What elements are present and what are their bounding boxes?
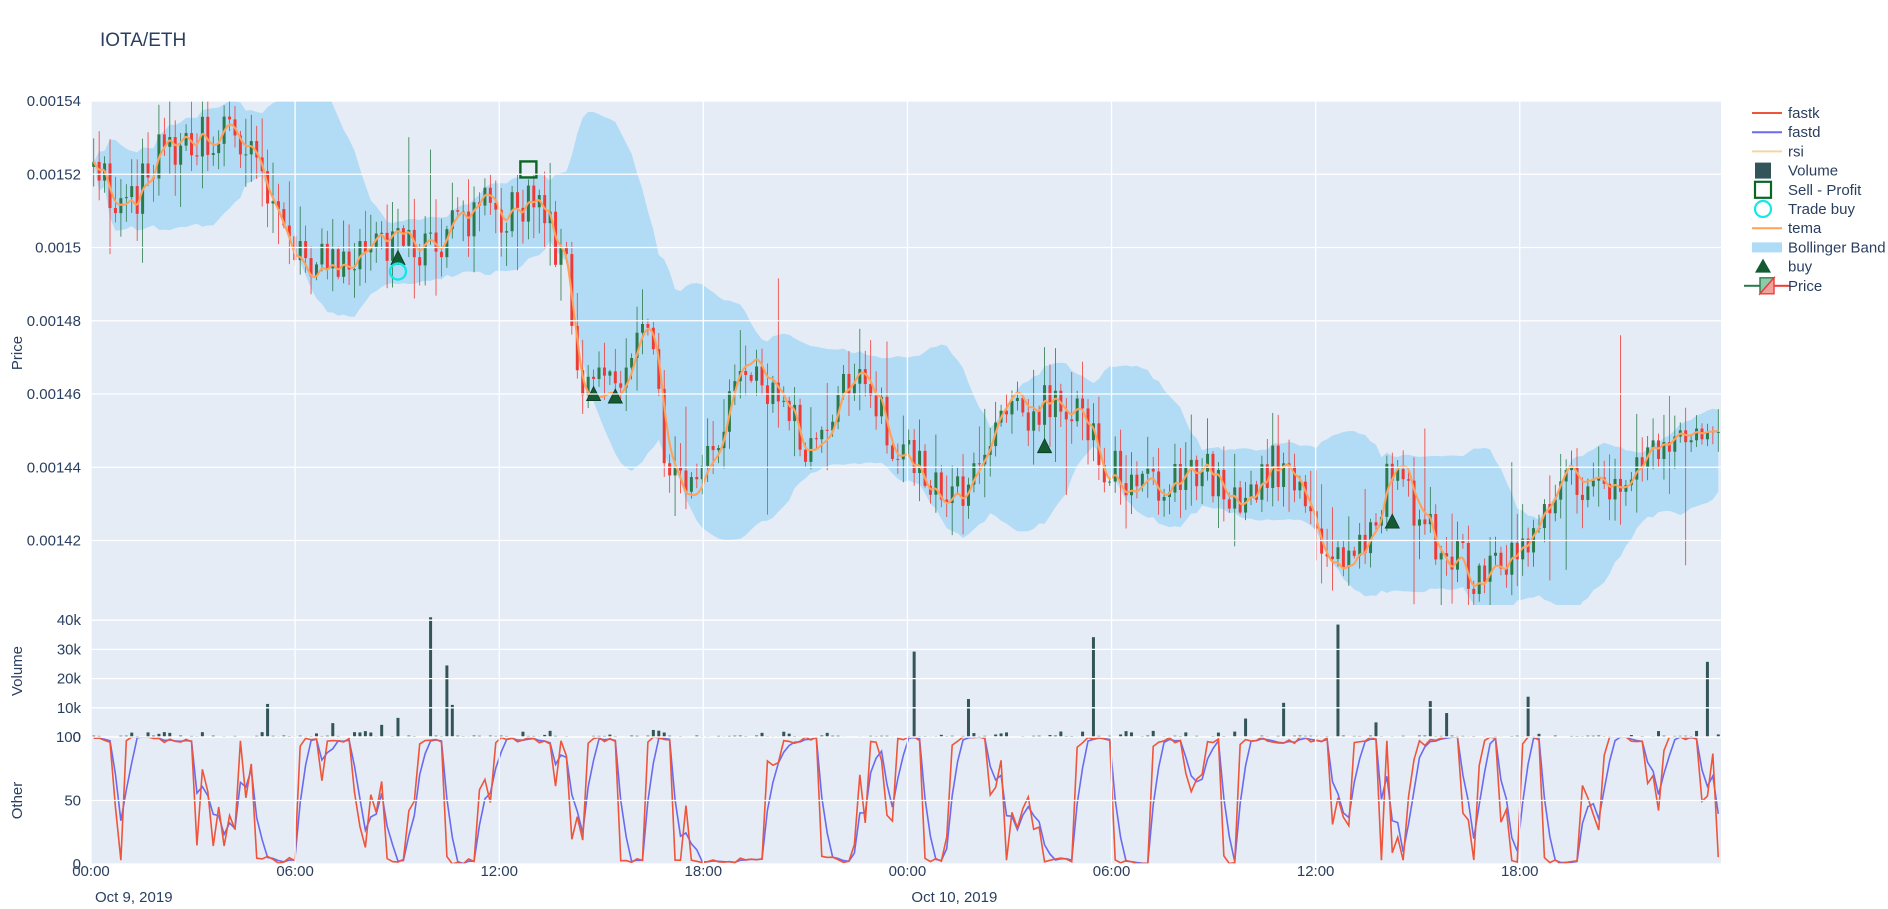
- svg-text:Oct 10, 2019: Oct 10, 2019: [911, 889, 997, 906]
- svg-text:50: 50: [64, 793, 81, 810]
- svg-text:rsi: rsi: [1788, 143, 1804, 160]
- svg-text:Trade buy: Trade buy: [1788, 201, 1855, 218]
- svg-text:0.00142: 0.00142: [27, 533, 81, 550]
- svg-text:18:00: 18:00: [685, 863, 723, 880]
- svg-text:10k: 10k: [57, 700, 82, 717]
- svg-text:18:00: 18:00: [1501, 863, 1539, 880]
- svg-text:0.00144: 0.00144: [27, 459, 81, 476]
- svg-text:20k: 20k: [57, 671, 82, 688]
- svg-text:Other: Other: [9, 782, 26, 820]
- svg-text:0.00154: 0.00154: [27, 93, 81, 110]
- svg-text:fastd: fastd: [1788, 124, 1821, 141]
- svg-text:0.00146: 0.00146: [27, 386, 81, 403]
- svg-text:06:00: 06:00: [276, 863, 314, 880]
- svg-text:Sell - Profit: Sell - Profit: [1788, 182, 1862, 199]
- svg-text:100: 100: [56, 729, 81, 746]
- svg-text:Volume: Volume: [9, 646, 26, 696]
- svg-text:0: 0: [73, 856, 81, 873]
- svg-text:Oct 9, 2019: Oct 9, 2019: [95, 889, 173, 906]
- svg-text:Bollinger Band: Bollinger Band: [1788, 239, 1886, 256]
- svg-text:fastk: fastk: [1788, 105, 1820, 122]
- svg-text:12:00: 12:00: [1297, 863, 1335, 880]
- svg-text:06:00: 06:00: [1093, 863, 1131, 880]
- svg-text:30k: 30k: [57, 641, 82, 658]
- svg-text:12:00: 12:00: [480, 863, 518, 880]
- svg-text:40k: 40k: [57, 612, 82, 629]
- svg-text:tema: tema: [1788, 220, 1822, 237]
- svg-text:0.00148: 0.00148: [27, 313, 81, 330]
- svg-text:0.00152: 0.00152: [27, 166, 81, 183]
- svg-text:0.0015: 0.0015: [35, 240, 81, 257]
- svg-text:00:00: 00:00: [889, 863, 927, 880]
- svg-text:Price: Price: [1788, 278, 1822, 295]
- svg-text:Price: Price: [9, 336, 26, 370]
- svg-text:buy: buy: [1788, 259, 1813, 276]
- svg-text:Volume: Volume: [1788, 163, 1838, 180]
